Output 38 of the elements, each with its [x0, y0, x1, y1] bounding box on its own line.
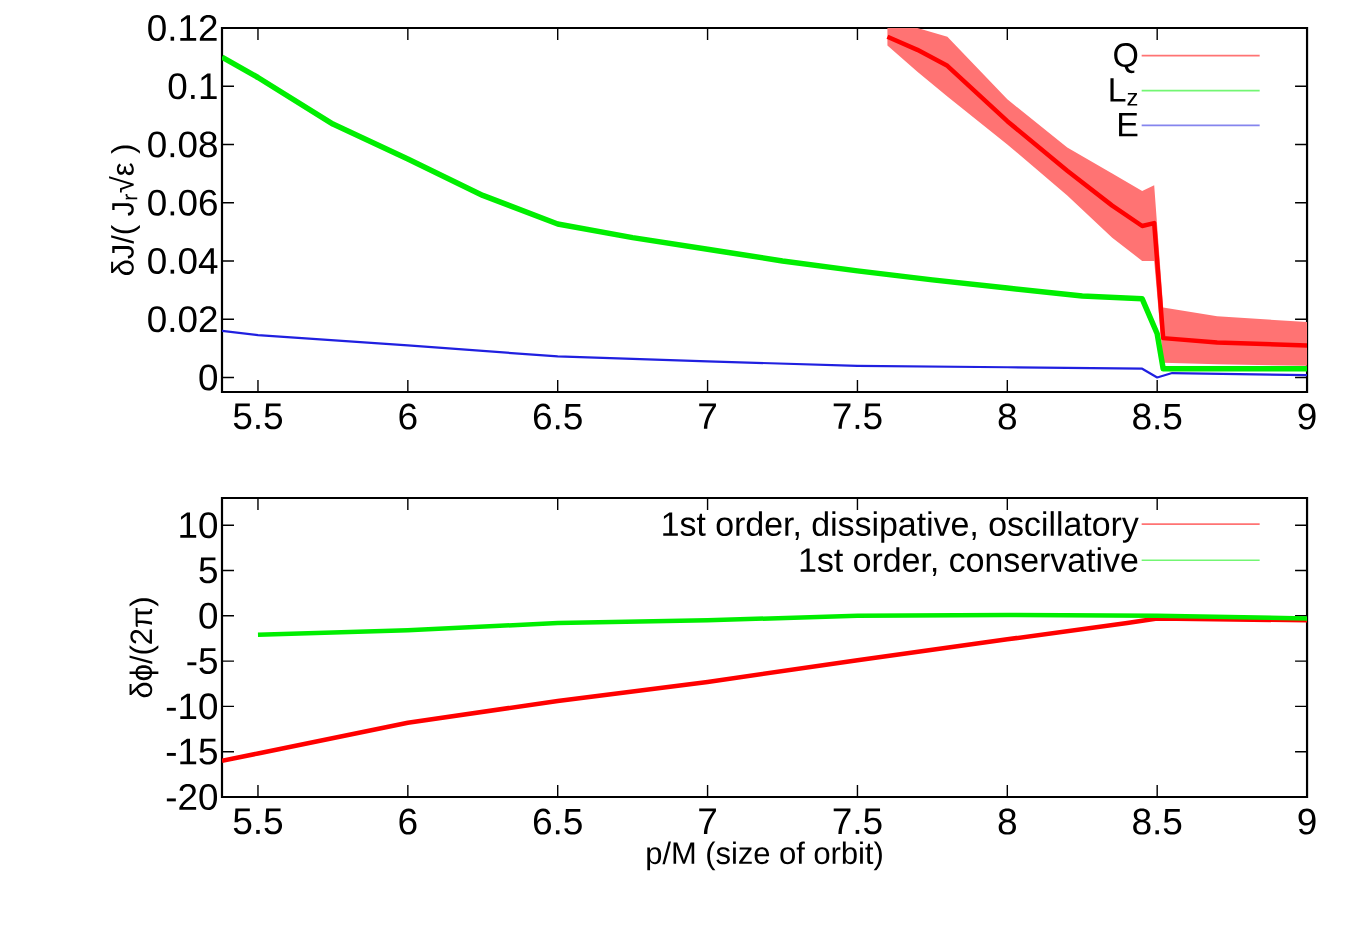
y-tick-label: 0.02 — [148, 306, 217, 333]
x-tick-label: 6.5 — [533, 403, 582, 430]
y-tick-label: 0 — [199, 602, 218, 629]
y-tick-label: 0.1 — [168, 73, 217, 100]
y-axis-title: δJ/( J$_{r}$√ε ) — [109, 145, 140, 276]
legend-label: 1st order, dissipative, oscillatory — [663, 511, 1139, 543]
x-tick-label: 6.5 — [533, 808, 582, 835]
x-tick-label: 8 — [998, 808, 1016, 835]
x-axis-title: p/M (size of orbit) — [647, 841, 882, 871]
x-tick-label: 8.5 — [1133, 403, 1182, 430]
x-tick-label: 9 — [1298, 808, 1316, 835]
x-tick-label: 8.5 — [1133, 808, 1182, 835]
y-tick-label: 0.12 — [148, 14, 217, 42]
legend-label: Q — [1114, 43, 1138, 74]
legend-label: E — [1119, 113, 1138, 137]
x-tick-label: 7 — [699, 403, 716, 429]
y-tick-label: 5 — [199, 557, 217, 584]
x-tick-label: 7 — [699, 808, 716, 834]
y-tick-label: 0 — [199, 364, 218, 391]
y-tick-label: -15 — [166, 738, 217, 765]
y-tick-label: 0.08 — [148, 131, 217, 158]
y-tick-label: 0.06 — [148, 189, 217, 216]
x-tick-label: 6 — [399, 403, 417, 430]
y-tick-label: 10 — [180, 512, 218, 539]
y-tick-label: -10 — [166, 693, 218, 720]
x-tick-label: 7.5 — [833, 808, 882, 835]
x-tick-label: 9 — [1298, 403, 1316, 430]
legend-label: 1st order, conservative — [800, 547, 1138, 577]
y-tick-label: 0.04 — [148, 247, 218, 274]
x-tick-label: 8 — [998, 403, 1016, 430]
y-tick-label: -5 — [187, 648, 217, 674]
y-axis-title: δϕ/(2π) — [129, 598, 159, 698]
x-tick-label: 6 — [399, 808, 417, 835]
x-tick-label: 7.5 — [833, 403, 882, 430]
y-tick-label: -20 — [166, 783, 218, 811]
legend-label: L$_{z}$ — [1110, 78, 1138, 106]
x-tick-label: 5.5 — [233, 403, 283, 430]
x-tick-label: 5.5 — [233, 808, 283, 835]
